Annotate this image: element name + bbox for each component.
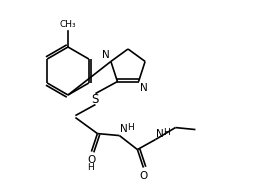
Text: S: S [92, 93, 99, 106]
Text: N: N [140, 83, 147, 93]
Text: N: N [120, 124, 128, 134]
Text: H: H [128, 123, 134, 132]
Text: N: N [102, 50, 110, 61]
Text: N: N [156, 129, 164, 139]
Text: H: H [87, 163, 94, 171]
Text: O: O [87, 154, 96, 165]
Text: CH₃: CH₃ [60, 20, 76, 29]
Text: O: O [139, 171, 148, 179]
Text: H: H [163, 128, 170, 137]
